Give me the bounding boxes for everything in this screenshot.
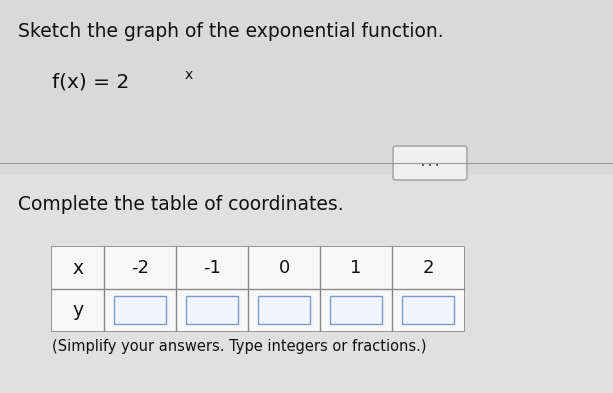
FancyBboxPatch shape bbox=[393, 146, 467, 180]
Text: (Simplify your answers. Type integers or fractions.): (Simplify your answers. Type integers or… bbox=[52, 339, 427, 354]
Text: . . .: . . . bbox=[421, 158, 439, 168]
Bar bbox=[114, 296, 166, 324]
Text: x: x bbox=[72, 259, 83, 277]
Bar bbox=[0, 175, 613, 393]
Text: 0: 0 bbox=[278, 259, 289, 277]
Text: y: y bbox=[72, 301, 83, 320]
Bar bbox=[258, 296, 310, 324]
Text: Sketch the graph of the exponential function.: Sketch the graph of the exponential func… bbox=[18, 22, 444, 41]
Text: f(x) = 2: f(x) = 2 bbox=[52, 72, 129, 91]
Bar bbox=[52, 289, 464, 331]
Text: -1: -1 bbox=[203, 259, 221, 277]
Text: -2: -2 bbox=[131, 259, 149, 277]
Bar bbox=[0, 0, 613, 175]
Bar bbox=[330, 296, 382, 324]
Text: 2: 2 bbox=[422, 259, 434, 277]
Text: Complete the table of coordinates.: Complete the table of coordinates. bbox=[18, 195, 344, 214]
Bar bbox=[52, 247, 464, 331]
Bar bbox=[402, 296, 454, 324]
Text: 1: 1 bbox=[350, 259, 362, 277]
Bar bbox=[186, 296, 238, 324]
Bar bbox=[52, 247, 464, 289]
Text: x: x bbox=[185, 68, 193, 82]
